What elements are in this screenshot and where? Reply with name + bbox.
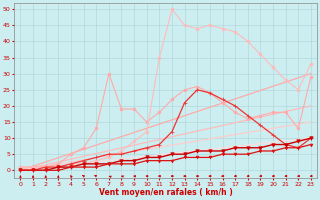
X-axis label: Vent moyen/en rafales ( km/h ): Vent moyen/en rafales ( km/h ) — [99, 188, 233, 197]
